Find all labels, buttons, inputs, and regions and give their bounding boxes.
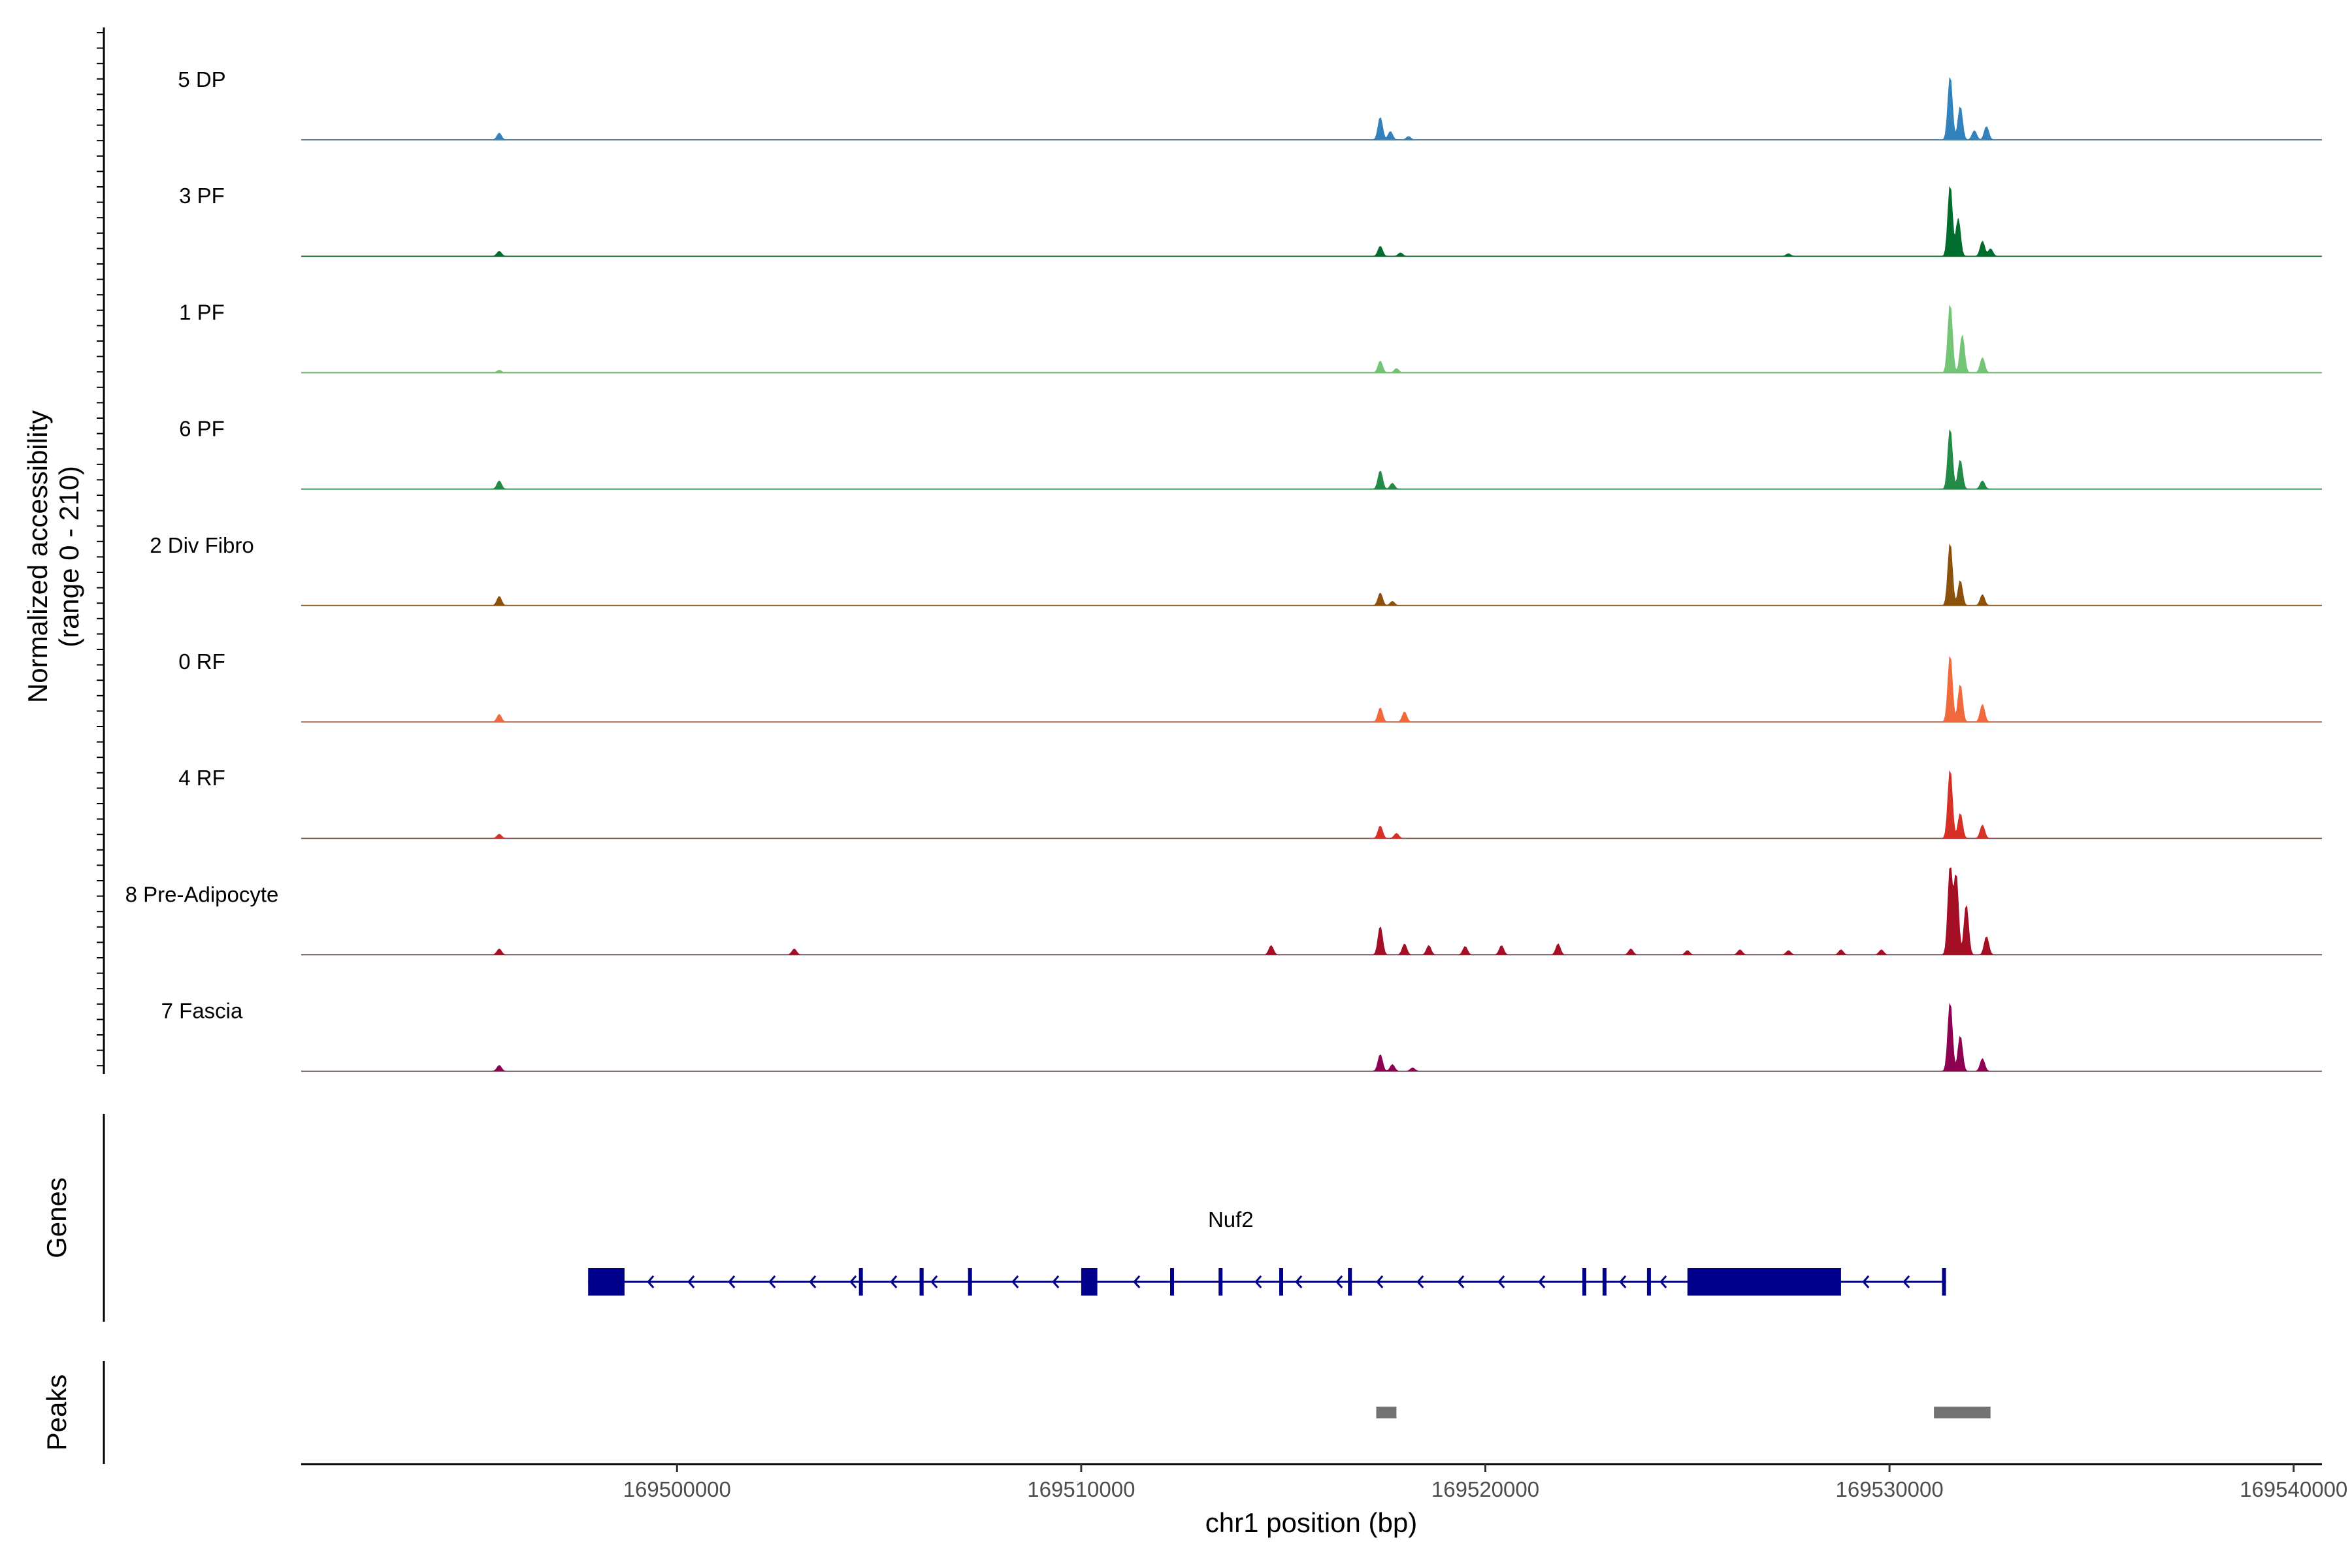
track-label: 2 Div Fibro: [150, 533, 254, 557]
track-signal: [301, 543, 2322, 606]
track-signal: [301, 186, 2322, 257]
peaks-panel-title: Peaks: [41, 1375, 72, 1451]
gene-exon: [1170, 1268, 1174, 1296]
track-1-pf: 1 PF: [179, 300, 2322, 374]
x-tick-label: 169540000: [2240, 1477, 2347, 1501]
coverage-y-axis: [97, 27, 105, 1074]
track-signal: [301, 655, 2322, 723]
strand-arrow: [849, 1275, 857, 1288]
strand-arrow: [1295, 1275, 1303, 1288]
gene-exon: [858, 1268, 863, 1296]
strand-arrow: [1376, 1275, 1384, 1288]
track-8-pre-adipocyte: 8 Pre-Adipocyte: [125, 867, 2322, 956]
gene-exon: [1602, 1268, 1607, 1296]
gene-exon: [968, 1268, 972, 1296]
x-axis-title: chr1 position (bp): [1205, 1507, 1418, 1538]
coverage-y-axis-range: (range 0 - 210): [54, 466, 84, 647]
gene-exon: [1942, 1268, 1946, 1296]
strand-arrow: [1011, 1275, 1019, 1288]
gene-exon: [1582, 1268, 1586, 1296]
genes-panel-title: Genes: [41, 1177, 72, 1258]
track-4-rf: 4 RF: [178, 766, 2322, 840]
track-3-pf: 3 PF: [179, 184, 2322, 257]
coverage-tracks: 5 DP 3 PF 1 PF 6 PF 2 Div Fibro 0 RF 4 RF 8 Pre…: [125, 67, 2322, 1072]
strand-arrow: [1862, 1275, 1870, 1288]
track-label: 8 Pre-Adipocyte: [125, 882, 279, 906]
strand-arrow: [1052, 1275, 1060, 1288]
gene-nuf2: Nuf2: [588, 1207, 1946, 1296]
gene-exon: [919, 1268, 924, 1296]
strand-arrow: [1335, 1275, 1343, 1288]
track-signal: [301, 429, 2322, 490]
track-signal: [301, 76, 2322, 140]
track-5-dp: 5 DP: [178, 67, 2322, 140]
strand-arrow: [1133, 1275, 1141, 1288]
track-2-div-fibro: 2 Div Fibro: [150, 533, 2322, 606]
x-tick-label: 169500000: [623, 1477, 731, 1501]
track-label: 5 DP: [178, 67, 225, 91]
track-label: 7 Fascia: [161, 999, 243, 1023]
peak-region: [1376, 1407, 1397, 1418]
strand-arrow: [687, 1275, 695, 1288]
track-signal: [301, 304, 2322, 373]
gene-exon: [1348, 1268, 1352, 1296]
track-label: 3 PF: [179, 184, 225, 208]
gene-exon: [1646, 1268, 1651, 1296]
gene-exon: [1218, 1268, 1223, 1296]
peak-track: [1376, 1407, 1991, 1418]
strand-arrow: [1457, 1275, 1465, 1288]
strand-arrow: [1903, 1275, 1910, 1288]
strand-arrow: [1619, 1275, 1627, 1288]
gene-track: Nuf2: [588, 1207, 1946, 1296]
track-0-rf: 0 RF: [178, 649, 2322, 723]
track-label: 6 PF: [179, 417, 225, 441]
gene-label: Nuf2: [1208, 1207, 1254, 1232]
track-signal: [301, 1003, 2322, 1072]
coverage-y-axis-title: Normalized accessibility: [22, 410, 53, 703]
strand-arrow: [1538, 1275, 1546, 1288]
strand-arrow: [1497, 1275, 1505, 1288]
strand-arrow: [1416, 1275, 1424, 1288]
track-6-pf: 6 PF: [179, 417, 2322, 490]
track-7-fascia: 7 Fascia: [161, 999, 2322, 1072]
x-axis: 169500000 169510000 169520000 169530000 1695…: [623, 1464, 2347, 1501]
strand-arrow: [1659, 1275, 1667, 1288]
gene-exon: [1081, 1268, 1098, 1296]
strand-arrow: [728, 1275, 736, 1288]
track-label: 4 RF: [178, 766, 225, 790]
track-label: 0 RF: [178, 649, 225, 674]
x-tick-label: 169510000: [1027, 1477, 1135, 1501]
gene-exon: [1279, 1268, 1283, 1296]
x-tick-label: 169520000: [1431, 1477, 1539, 1501]
x-tick-label: 169530000: [1836, 1477, 1944, 1501]
gene-exon: [588, 1268, 625, 1296]
gene-exon: [1687, 1268, 1841, 1296]
track-label: 1 PF: [179, 300, 225, 324]
track-signal: [301, 770, 2322, 839]
strand-arrow: [1254, 1275, 1262, 1288]
strand-arrow: [768, 1275, 776, 1288]
strand-arrow: [809, 1275, 817, 1288]
strand-arrow: [890, 1275, 898, 1288]
peak-region: [1934, 1407, 1991, 1418]
strand-arrow: [930, 1275, 938, 1288]
track-signal: [301, 867, 2322, 955]
strand-arrow: [647, 1275, 655, 1288]
